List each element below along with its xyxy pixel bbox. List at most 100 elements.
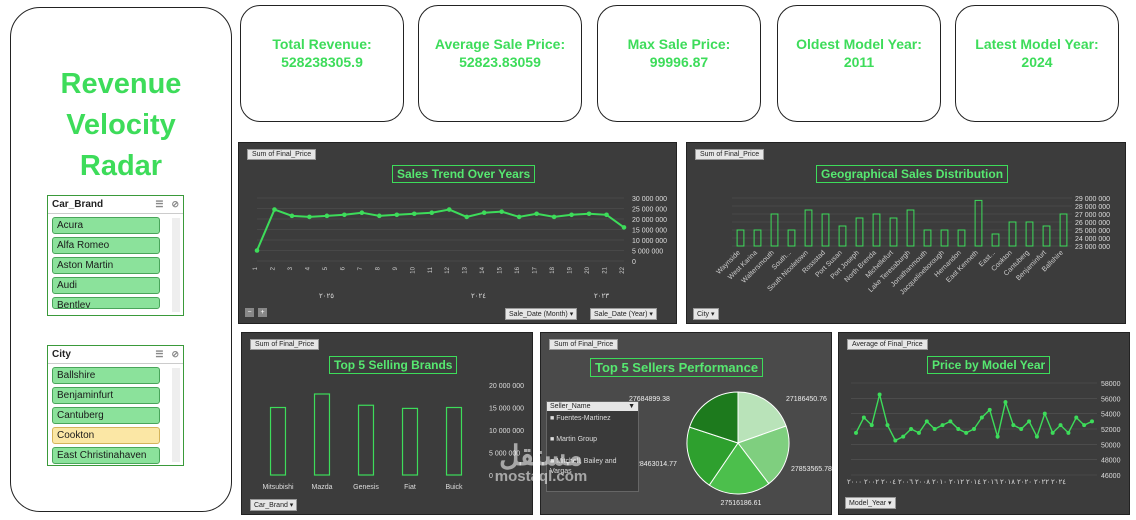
slicer-item-alfa-romeo[interactable]: Alfa Romeo [52, 237, 160, 254]
legend-item[interactable]: ■ Fuentes-Martinez [550, 415, 611, 422]
y-tick-label: 26 000 000 [1075, 220, 1110, 227]
data-point [987, 407, 992, 412]
data-point [481, 210, 487, 215]
slicer-item-east-christinahaven[interactable]: East Christinahaven [52, 447, 160, 464]
slicer-item-ballshire[interactable]: Ballshire [52, 367, 160, 384]
multi-select-icon[interactable]: ☰ [155, 199, 164, 209]
y-tick-label: 0 [632, 259, 636, 266]
seller-legend-slicer[interactable]: Seller_Name ▼ ■ Fuentes-Martinez ■ Martin… [546, 401, 639, 492]
y-tick-label: 30 000 000 [632, 196, 667, 203]
pie-slice [708, 442, 770, 495]
expand-button[interactable]: + [258, 308, 267, 317]
data-point [1003, 400, 1008, 405]
chart-title: Sales Trend Over Years [392, 165, 536, 183]
x-tick-label: 6 [340, 266, 346, 270]
kpi-average-sale-price: Average Sale Price: 52823.83059 [418, 5, 582, 122]
data-point [979, 415, 984, 420]
data-point [254, 248, 260, 253]
x-tick-label: 2 [270, 266, 276, 270]
legend-item[interactable]: ■ Mitchell, Bailey and Vargas [550, 458, 617, 475]
y-tick-label: 23 000 000 [1075, 244, 1110, 251]
x-tick-label: 5 [323, 266, 329, 270]
bar [957, 229, 966, 247]
kpi-label: Latest Model Year: [975, 36, 1099, 52]
data-point [861, 415, 866, 420]
data-point [499, 209, 504, 214]
scrollbar[interactable] [172, 368, 180, 462]
x-tick-label: 9 [393, 266, 399, 270]
chart-title: Top 5 Sellers Performance [590, 358, 764, 377]
watermark-latin: mostaql.com [494, 468, 588, 485]
clear-filter-icon[interactable]: ⊘ [171, 199, 179, 209]
data-point [1011, 423, 1016, 428]
x-tick-label: 7 [358, 266, 364, 270]
x-tick-label: 22 [620, 266, 626, 273]
y-tick-label: 46000 [1101, 473, 1121, 480]
scrollbar[interactable] [172, 218, 180, 312]
top-brands-panel: Sum of Final_Price Top 5 Selling Brands … [241, 332, 533, 515]
pie-slice [688, 391, 739, 444]
kpi-oldest-model-year: Oldest Model Year: 2011 [777, 5, 941, 122]
legend-item[interactable]: ■ Martin Group [550, 436, 598, 443]
data-point [272, 207, 277, 212]
data-point [1042, 411, 1047, 416]
bar [445, 406, 463, 476]
car-brand-dropdown[interactable]: Car_Brand ▾ [250, 499, 298, 511]
x-tick-label: 12 [445, 266, 451, 273]
data-point [324, 213, 330, 219]
bar [940, 229, 949, 247]
y-tick-label: 48000 [1101, 458, 1121, 465]
data-point [893, 438, 898, 443]
geo-sales-panel: Sum of Final_Price Geographical Sales Di… [686, 142, 1126, 324]
y-tick-label: 56000 [1101, 396, 1121, 403]
sale-date-year-dropdown[interactable]: Sale_Date (Year) ▾ [590, 308, 657, 320]
bar [313, 393, 331, 476]
field-button[interactable]: Average of Final_Price [847, 339, 928, 350]
slicer-item-acura[interactable]: Acura [52, 217, 160, 234]
kpi-label: Average Sale Price: [434, 36, 566, 52]
slicer-item-cantuberg[interactable]: Cantuberg [52, 407, 160, 424]
data-point [604, 212, 609, 218]
filter-icon[interactable]: ▼ [628, 403, 635, 410]
field-button[interactable]: Sum of Final_Price [250, 339, 320, 350]
bar [787, 229, 796, 247]
multi-select-icon[interactable]: ☰ [155, 349, 164, 359]
field-button[interactable]: Sum of Final_Price [549, 339, 619, 350]
x-tick-label: 18 [550, 266, 556, 273]
slice-label: 27684899.38 [629, 396, 670, 403]
slicer-item-aston-martin[interactable]: Aston Martin [52, 257, 160, 274]
data-point [1066, 430, 1071, 435]
car-brand-slicer-header: Car_Brand ☰ ⊘ [48, 196, 183, 214]
pie-slice [737, 425, 790, 485]
city-slicer[interactable]: City ☰ ⊘ Ballshire Benjaminfurt Cantuberg… [47, 345, 184, 466]
y-tick-label: 20 000 000 [489, 383, 524, 390]
field-button[interactable]: Sum of Final_Price [247, 149, 317, 160]
data-point [569, 212, 574, 218]
slicer-item-cookton[interactable]: Cookton [52, 427, 160, 444]
data-point [1090, 419, 1094, 424]
bar [923, 229, 932, 247]
city-slicer-title: City [52, 349, 71, 360]
slicer-item-benjaminfurt[interactable]: Benjaminfurt [52, 387, 160, 404]
model-year-dropdown[interactable]: Model_Year ▾ [845, 497, 896, 509]
collapse-button[interactable]: − [245, 308, 254, 317]
bar [974, 199, 983, 247]
x-tick-label: 20 [585, 266, 591, 273]
y-tick-label: 15 000 000 [489, 406, 524, 413]
data-point [956, 427, 961, 431]
series-line [256, 208, 625, 251]
x-tick-label: 17 [533, 266, 539, 273]
city-dropdown[interactable]: City ▾ [693, 308, 719, 320]
x-tick-label: 16 [515, 266, 521, 273]
price-model-year-chart: 58000 56000 54000 52000 50000 48000 46000 [851, 381, 1121, 480]
car-brand-slicer[interactable]: Car_Brand ☰ ⊘ Acura Alfa Romeo Aston Mart… [47, 195, 184, 316]
slicer-item-bentley[interactable]: Bentley [52, 297, 160, 309]
sale-date-month-dropdown[interactable]: Sale_Date (Month) ▾ [505, 308, 578, 320]
data-point [551, 214, 557, 220]
field-button[interactable]: Sum of Final_Price [695, 149, 765, 160]
slicer-item-audi[interactable]: Audi [52, 277, 160, 294]
clear-filter-icon[interactable]: ⊘ [171, 349, 179, 359]
sales-trend-panel: Sum of Final_Price Sales Trend Over Year… [238, 142, 677, 324]
data-point [1074, 415, 1079, 420]
